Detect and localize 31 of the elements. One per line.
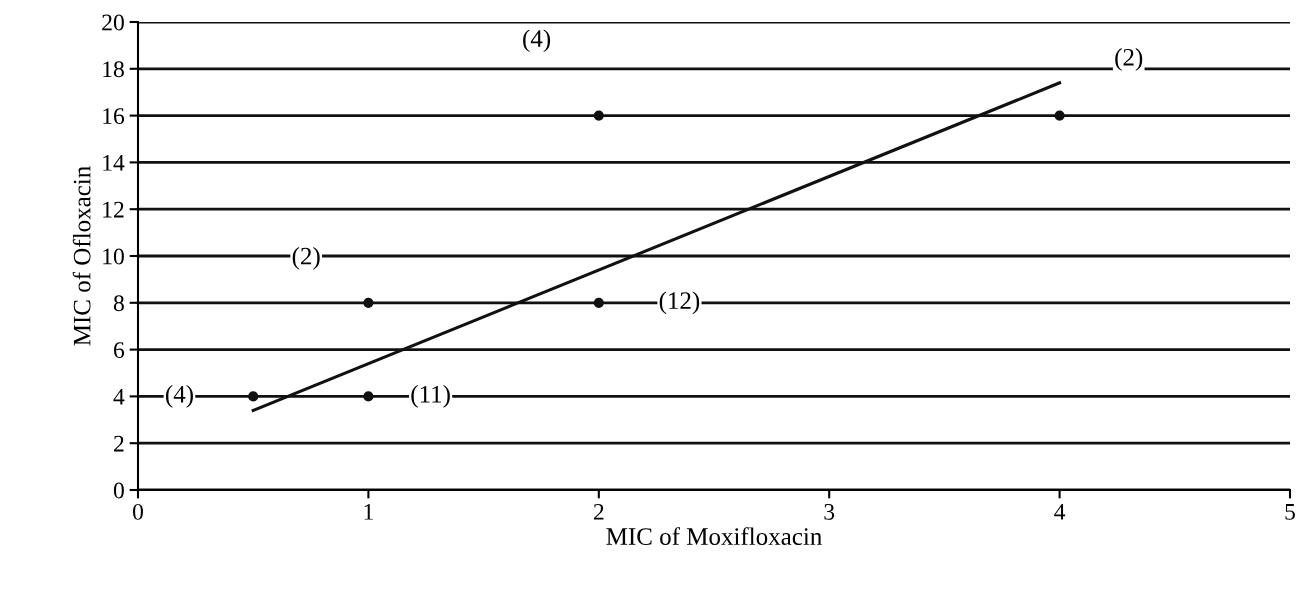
point [363,297,374,308]
annotation: (12) [659,291,700,315]
y-tick-label: 12 [103,201,124,218]
point [593,110,604,121]
y-axis-title: MIC of Ofloxacin [72,166,91,346]
y-tick-label: 4 [113,389,125,405]
y-tick-label: 0 [113,482,124,499]
y-tick-label: 14 [103,155,125,171]
x-tick-label: 0 [133,503,143,520]
point [363,391,374,402]
point [248,391,259,402]
x-tick-label: 3 [824,503,835,520]
x-tick-label: 1 [364,503,373,520]
annotation: (4) [166,385,193,408]
annotation: (2) [1115,48,1143,71]
x-axis-title: MIC of Moxifloxacin [606,527,822,545]
x-tick-label: 4 [1054,504,1066,520]
x-tick-label: 2 [593,503,604,520]
y-tick-label: 16 [103,108,125,125]
y-tick-label: 10 [103,248,124,265]
y-tick-label: 6 [114,342,125,359]
y-tick-label: 20 [102,14,124,31]
annotation: (11) [411,385,450,408]
y-tick-label: 2 [114,435,124,452]
point [593,297,604,308]
y-tick-label: 18 [103,61,124,78]
x-tick-label: 5 [1285,504,1295,520]
annotation: (4) [523,29,551,53]
annotation: (2) [292,247,320,270]
point [1054,110,1065,121]
y-tick-label: 8 [113,295,124,312]
